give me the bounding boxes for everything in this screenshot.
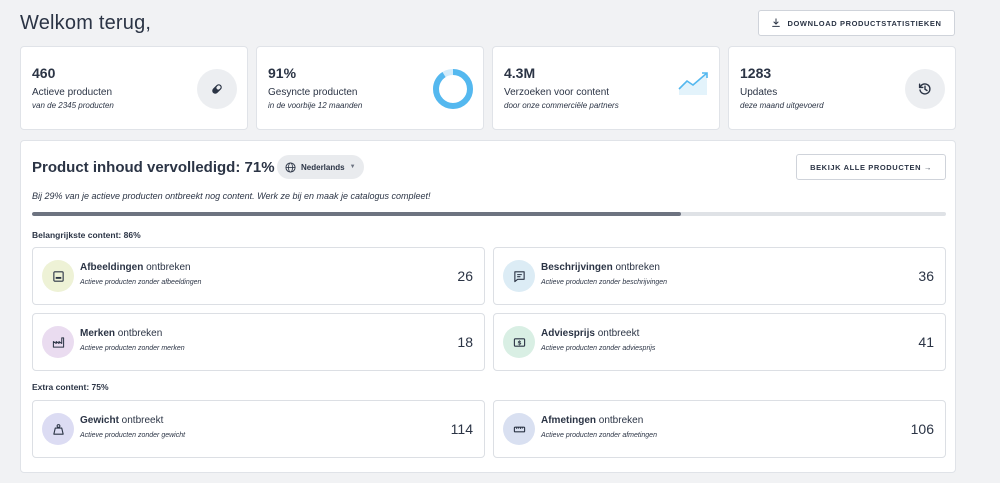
tile-count: 114	[450, 421, 473, 437]
history-icon	[905, 69, 945, 109]
section-label-main: Belangrijkste content: 86%	[32, 230, 141, 240]
content-completion-title: Product inhoud vervolledigd: 71%	[32, 159, 275, 176]
tile-weight-missing[interactable]: Gewicht ontbreekt Actieve producten zond…	[32, 400, 485, 458]
tile-images-missing[interactable]: Afbeeldingen ontbreken Actieve producten…	[32, 247, 485, 305]
view-all-products-button[interactable]: BEKIJK ALLE PRODUCTEN →	[796, 154, 946, 180]
kpi-card-synced-products: 91% Gesyncte producten in de voorbije 12…	[256, 46, 484, 130]
section-label-extra: Extra content: 75%	[32, 382, 109, 392]
kpi-label: Updates	[740, 87, 778, 98]
ruler-icon	[503, 413, 535, 445]
tile-title: Adviesprijs ontbreekt	[541, 328, 640, 339]
tile-subtitle: Actieve producten zonder afmetingen	[541, 432, 657, 439]
kpi-card-content-requests: 4.3M Verzoeken voor content door onze co…	[492, 46, 720, 130]
chevron-down-icon: ▼	[349, 164, 356, 170]
kpi-subtext: in de voorbije 12 maanden	[268, 101, 363, 110]
tile-brands-missing[interactable]: Merken ontbreken Actieve producten zonde…	[32, 313, 485, 371]
kpi-label: Actieve producten	[32, 87, 113, 98]
tile-price-missing[interactable]: $ Adviesprijs ontbreekt Actieve producte…	[493, 313, 946, 371]
tile-count: 26	[457, 268, 473, 284]
tile-count: 18	[457, 334, 473, 350]
weight-icon	[42, 413, 74, 445]
completion-progress-bar	[32, 212, 946, 216]
completion-progress-fill	[32, 212, 681, 216]
image-icon	[42, 260, 74, 292]
download-stats-button[interactable]: DOWNLOAD PRODUCTSTATISTIEKEN	[758, 10, 955, 36]
page-title: Welkom terug,	[20, 12, 152, 34]
tile-title: Afbeeldingen ontbreken	[80, 262, 191, 273]
donut-arc	[433, 69, 473, 109]
kpi-card-updates: 1283 Updates deze maand uitgevoerd	[728, 46, 956, 130]
tile-subtitle: Actieve producten zonder adviesprijs	[541, 345, 656, 352]
kpi-label: Gesyncte producten	[268, 87, 358, 98]
trend-up-icon	[678, 72, 708, 95]
language-select[interactable]: Nederlands ▼	[277, 155, 364, 179]
tile-subtitle: Actieve producten zonder merken	[80, 345, 185, 352]
kpi-value: 91%	[268, 65, 297, 81]
tile-title: Gewicht ontbreekt	[80, 415, 164, 426]
kpi-card-active-products: 460 Actieve producten van de 2345 produc…	[20, 46, 248, 130]
kpi-label: Verzoeken voor content	[504, 87, 610, 98]
kpi-value: 1283	[740, 65, 772, 81]
tile-subtitle: Actieve producten zonder afbeeldingen	[80, 279, 202, 286]
download-icon	[772, 18, 781, 27]
donut-chart	[433, 69, 473, 109]
tile-title: Merken ontbreken	[80, 328, 163, 339]
kpi-subtext: door onze commerciële partners	[504, 101, 619, 110]
tile-count: 36	[918, 268, 934, 284]
pill-icon	[197, 69, 237, 109]
svg-text:$: $	[517, 339, 521, 346]
completion-hint: Bij 29% van je actieve producten ontbree…	[32, 191, 431, 201]
kpi-value: 4.3M	[504, 65, 536, 81]
kpi-value: 460	[32, 65, 56, 81]
tile-subtitle: Actieve producten zonder gewicht	[80, 432, 186, 439]
message-icon	[503, 260, 535, 292]
tile-title: Beschrijvingen ontbreken	[541, 262, 660, 273]
price-icon: $	[503, 326, 535, 358]
tile-subtitle: Actieve producten zonder beschrijvingen	[541, 279, 668, 286]
tile-count: 41	[918, 334, 934, 350]
kpi-subtext: van de 2345 producten	[32, 101, 114, 110]
kpi-subtext: deze maand uitgevoerd	[740, 101, 824, 110]
tile-title: Afmetingen ontbreken	[541, 415, 644, 426]
content-completion-card: Product inhoud vervolledigd: 71% Nederla…	[20, 140, 956, 473]
download-stats-label: DOWNLOAD PRODUCTSTATISTIEKEN	[787, 18, 942, 28]
language-label: Nederlands	[301, 162, 345, 172]
tile-count: 106	[910, 421, 934, 437]
tile-dimensions-missing[interactable]: Afmetingen ontbreken Actieve producten z…	[493, 400, 946, 458]
factory-icon	[42, 326, 74, 358]
globe-icon	[285, 161, 296, 173]
tile-descriptions-missing[interactable]: Beschrijvingen ontbreken Actieve product…	[493, 247, 946, 305]
